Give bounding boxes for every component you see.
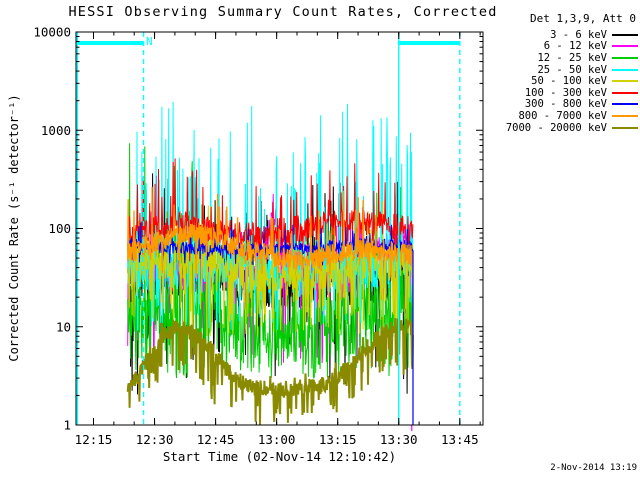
footer-timestamp: 2-Nov-2014 13:19 [550, 463, 637, 473]
legend-entry-label: 100 - 300 keV [524, 86, 607, 99]
series-800-7000keV [127, 186, 414, 279]
legend-color-swatch [612, 45, 638, 48]
series-7000-20000keV [126, 318, 414, 425]
series-100-300keV [127, 158, 414, 262]
legend-color-swatch [612, 33, 638, 36]
night-bar-0 [77, 41, 144, 45]
x-tick-label: 13:45 [441, 432, 479, 447]
legend-entry-label: 7000 - 20000 keV [505, 121, 607, 134]
legend-entry-label: 6 - 12 keV [543, 40, 607, 53]
legend-color-swatch [612, 114, 638, 117]
chart-title: HESSI Observing Summary Count Rates, Cor… [68, 4, 498, 20]
legend-row: 12 - 25 keV [498, 52, 638, 64]
legend-color-swatch [612, 68, 638, 71]
night-flag-label: N [146, 35, 153, 48]
legend-color-swatch [612, 103, 638, 106]
y-tick-label: 100 [48, 221, 71, 236]
x-axis-label: Start Time (02-Nov-14 12:10:42) [162, 449, 397, 464]
series-50-100keV [127, 200, 414, 337]
legend-entry-label: 3 - 6 keV [550, 28, 607, 41]
x-tick-label: 12:15 [75, 432, 113, 447]
legend-entries: 3 - 6 keV 6 - 12 keV 12 - 25 keV 25 - 50 ke… [498, 29, 638, 134]
y-tick-label: 1000 [41, 123, 71, 138]
legend-entry-label: 12 - 25 keV [537, 51, 607, 64]
x-tick-label: 13:00 [258, 432, 296, 447]
y-tick-label: 10000 [33, 25, 71, 40]
legend-entry-label: 300 - 800 keV [524, 98, 607, 111]
legend-color-swatch [612, 91, 638, 94]
y-tick-label: 1 [63, 418, 71, 433]
legend-entry-label: 25 - 50 keV [537, 63, 607, 76]
y-tick-label: 10 [56, 319, 71, 334]
x-tick-label: 12:45 [197, 432, 235, 447]
series-12-25keV [127, 143, 414, 380]
legend-row: 800 - 7000 keV [498, 110, 638, 122]
legend-row: 7000 - 20000 keV [498, 122, 638, 134]
x-tick-label: 13:30 [380, 432, 418, 447]
legend-title: Det 1,3,9, Att 0 [530, 12, 636, 25]
legend-row: 25 - 50 keV [498, 64, 638, 76]
legend-color-swatch [612, 80, 638, 83]
legend-entry-label: 800 - 7000 keV [518, 109, 607, 122]
night-bar-1 [398, 41, 460, 45]
x-tick-label: 13:15 [319, 432, 357, 447]
legend-row: 6 - 12 keV [498, 40, 638, 53]
legend-row: 300 - 800 keV [498, 98, 638, 111]
legend-color-swatch [612, 56, 638, 59]
legend-row: 50 - 100 keV [498, 75, 638, 87]
legend-row: 100 - 300 keV [498, 87, 638, 99]
legend-entry-label: 50 - 100 keV [531, 75, 607, 88]
x-tick-label: 12:30 [136, 432, 174, 447]
legend-color-swatch [612, 126, 638, 129]
legend-row: 3 - 6 keV [498, 29, 638, 41]
legend: Det 1,3,9, Att 0 3 - 6 keV 6 - 12 keV 12 -… [498, 12, 638, 134]
